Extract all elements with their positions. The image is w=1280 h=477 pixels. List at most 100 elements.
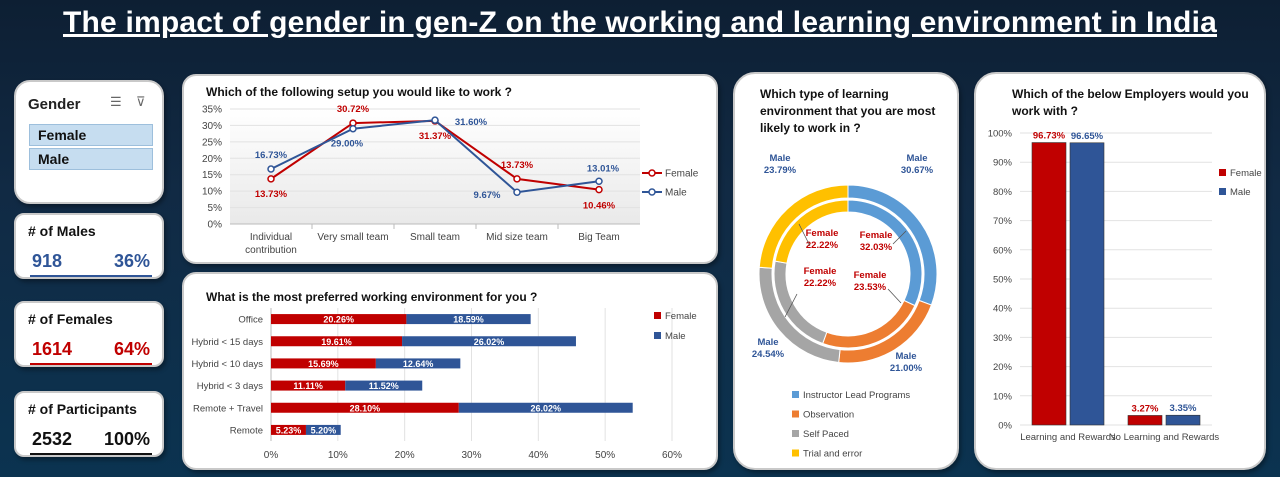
bar-female (271, 314, 407, 325)
kpi-males-card: # of Males 918 36% (14, 213, 164, 279)
legend-label: Male (1230, 187, 1251, 198)
learning-chart-title: Which type of learning environment that … (760, 87, 936, 135)
kpi-males-underline (30, 275, 152, 277)
legend-label: Female (1230, 168, 1262, 179)
legend-marker (648, 188, 656, 196)
y-tick-label: 10% (993, 391, 1013, 402)
plot-area (230, 109, 640, 224)
data-label: 31.60% (455, 117, 488, 128)
leader-line (784, 293, 798, 318)
legend-label: Female (665, 169, 699, 180)
legend-swatch (792, 410, 799, 418)
data-label: 26.02% (530, 403, 561, 413)
bar-female (271, 424, 306, 435)
environment-chart-title: What is the most preferred working envir… (206, 290, 538, 304)
data-label: 30.67% (901, 165, 934, 176)
data-label: 5.20% (311, 425, 337, 435)
x-tick-label: Big Team (578, 232, 620, 243)
data-label: 96.65% (1071, 131, 1104, 142)
bar-female (271, 402, 459, 413)
kpi-females-underline (30, 363, 152, 365)
leader-line (887, 288, 902, 304)
x-tick-label: 10% (328, 450, 348, 461)
data-label: 9.67% (474, 190, 501, 201)
y-tick-label: 50% (993, 275, 1013, 286)
legend-swatch (792, 391, 799, 398)
bar-male (305, 424, 341, 435)
slicer-item-female[interactable]: Female (29, 124, 153, 146)
legend-label: Self Paced (803, 429, 849, 440)
data-label: 15.69% (308, 359, 339, 369)
bar-male (375, 358, 461, 369)
x-tick-label: No Learning and Rewards (1109, 432, 1220, 443)
y-tick-label: 10% (202, 187, 222, 198)
data-label: 96.73% (1033, 131, 1066, 142)
x-tick-label: 0% (264, 450, 279, 461)
x-tick-label: Mid size team (486, 232, 548, 243)
data-label: 32.03% (860, 242, 893, 253)
data-label: 11.11% (293, 381, 323, 391)
data-label: 23.79% (764, 165, 797, 176)
data-label: 11.52% (369, 381, 399, 391)
kpi-males-pct: 36% (113, 251, 150, 271)
y-tick-label: 35% (202, 105, 222, 116)
employer-bar-chart-card: Which of the below Employers would you w… (974, 72, 1266, 470)
data-label-series: Female (804, 266, 837, 277)
y-tick-label: 15% (202, 170, 222, 181)
x-tick-label: 40% (528, 450, 548, 461)
y-tick-label: Remote (230, 425, 263, 436)
bar-male (1069, 142, 1105, 426)
data-label: 29.00% (331, 139, 364, 150)
kpi-males-value: 918 (32, 251, 63, 271)
legend-label: Instructor Lead Programs (803, 390, 910, 401)
kpi-participants-pct: 100% (103, 429, 150, 449)
clear-filter-icon[interactable]: ⊽ (136, 94, 146, 109)
kpi-males-label: # of Males (28, 223, 96, 239)
employer-bar-chart: 0% 10% 20% 30% 40% 50% 60% 70% 80% 90% 100% Learnin… (988, 129, 1262, 444)
kpi-participants-card: # of Participants 2532 100% (14, 391, 164, 457)
data-label: 30.72% (337, 104, 370, 115)
bar-female (1127, 415, 1163, 426)
y-tick-label: 0% (208, 220, 223, 231)
data-label: 19.61% (321, 337, 352, 347)
y-tick-label: 30% (202, 121, 222, 132)
kpi-females-value: 1614 (32, 339, 73, 359)
data-label-series: Male (757, 337, 778, 348)
data-label: 16.73% (255, 150, 288, 161)
x-tick-label: contribution (245, 245, 297, 256)
x-tick-label: Individual (250, 232, 292, 243)
x-tick-label: 50% (595, 450, 615, 461)
legend-swatch (792, 449, 799, 457)
kpi-females-card: # of Females 1614 64% (14, 301, 164, 367)
y-tick-label: Hybrid < 3 days (197, 381, 264, 392)
data-label: 12.64% (403, 359, 434, 369)
data-label: 31.37% (419, 131, 452, 142)
legend-label: Male (665, 188, 687, 199)
donut-slice-male (758, 184, 849, 269)
data-label: 20.26% (323, 315, 354, 325)
line-point (513, 188, 521, 196)
data-label: 10.46% (583, 201, 616, 212)
slicer-item-male[interactable]: Male (29, 148, 153, 170)
data-label: 23.53% (854, 282, 887, 293)
bar-female (271, 336, 403, 347)
learning-donut-card: Which type of learning environment that … (733, 72, 959, 470)
y-tick-label: 20% (202, 154, 222, 165)
kpi-participants-underline (30, 453, 152, 455)
x-tick-label: Small team (410, 232, 460, 243)
multi-select-icon[interactable]: ☰ (110, 94, 122, 109)
y-tick-label: 70% (993, 216, 1013, 227)
donut-slice-female (774, 199, 849, 264)
y-tick-label: 100% (988, 129, 1013, 140)
bar-male (458, 402, 633, 413)
y-tick-label: 20% (993, 362, 1013, 373)
legend-label: Observation (803, 410, 854, 421)
data-label-series: Male (769, 153, 790, 164)
bar-female (1031, 142, 1067, 426)
x-tick-label: Learning and Rewards (1020, 432, 1116, 443)
data-label-series: Female (854, 270, 887, 281)
data-label: 3.35% (1170, 403, 1197, 414)
setup-chart-title: Which of the following setup you would l… (206, 85, 512, 99)
data-label: 21.00% (890, 363, 923, 374)
y-tick-label: 25% (202, 137, 222, 148)
